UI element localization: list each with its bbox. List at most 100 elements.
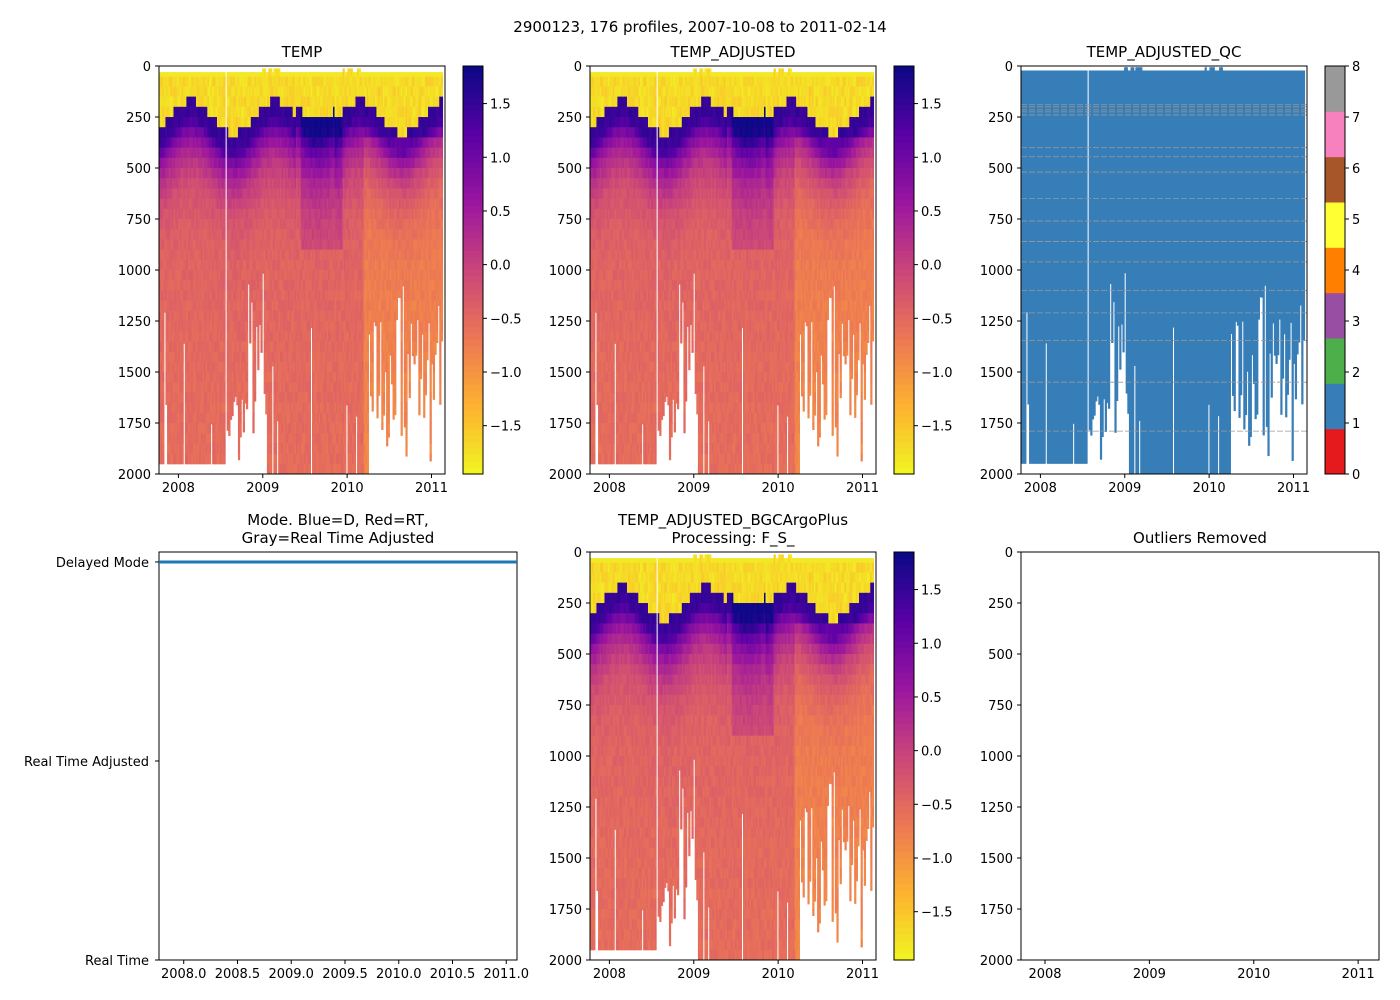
- heatmap-cell: [182, 454, 184, 465]
- heatmap-cell: [257, 331, 259, 342]
- heatmap-cell: [223, 127, 225, 138]
- heatmap-cell: [249, 331, 251, 342]
- heatmap-cell: [223, 72, 225, 77]
- heatmap-cell: [223, 290, 225, 301]
- heatmap-cell: [344, 454, 346, 465]
- heatmap-cell: [223, 423, 225, 434]
- heatmap-cell: [162, 413, 164, 424]
- heatmap-cell: [223, 219, 225, 230]
- heatmap-cell: [209, 454, 211, 465]
- heatmap-cell: [182, 382, 184, 393]
- x-tick-label: 2009: [246, 481, 279, 496]
- heatmap-cell: [182, 443, 184, 454]
- heatmap-cell: [231, 413, 233, 416]
- heatmap-cell: [228, 423, 230, 434]
- heatmap-cell: [223, 199, 225, 210]
- heatmap-cell: [243, 403, 245, 414]
- heatmap-cell: [240, 423, 242, 434]
- heatmap-cell: [246, 331, 248, 342]
- heatmap-cell: [223, 148, 225, 159]
- heatmap-cell: [209, 433, 211, 444]
- x-tick-label: 2010: [331, 481, 364, 496]
- y-tick-label: 250: [126, 111, 151, 126]
- heatmap-cell: [246, 403, 248, 410]
- heatmap-cell: [240, 433, 242, 437]
- heatmap-cell: [223, 331, 225, 342]
- heatmap-cell: [249, 321, 251, 332]
- heatmap-cell: [254, 382, 256, 393]
- heatmap-cell: [223, 433, 225, 444]
- heatmap-cell: [260, 280, 262, 291]
- heatmap-cell: [254, 352, 256, 363]
- heatmap-cell: [344, 423, 346, 434]
- heatmap-cell: [270, 382, 272, 393]
- heatmap-cell: [162, 331, 164, 342]
- heatmap-cell: [270, 413, 272, 424]
- heatmap-cell: [246, 290, 248, 301]
- heatmap-cell: [270, 403, 272, 414]
- heatmap-cell: [223, 352, 225, 363]
- heatmap-cell: [270, 464, 272, 475]
- heatmap-cell: [243, 413, 245, 424]
- heatmap-cell: [223, 239, 225, 250]
- heatmap-cell: [246, 362, 248, 373]
- heatmap-cell: [162, 454, 164, 465]
- heatmap-cell: [223, 392, 225, 403]
- heatmap-cell: [260, 311, 262, 322]
- heatmap-cell: [270, 423, 272, 434]
- heatmap-cell: [238, 443, 240, 454]
- heatmap-cell: [246, 341, 248, 352]
- heatmap-cells: [159, 68, 443, 474]
- heatmap-cell: [182, 433, 184, 444]
- heatmap-cell: [209, 443, 211, 454]
- heatmap-cell: [162, 321, 164, 332]
- heatmap-cell: [223, 117, 225, 128]
- heatmap-cell: [252, 403, 254, 414]
- heatmap-cell: [223, 311, 225, 322]
- y-tick-label: 750: [126, 213, 151, 228]
- heatmap-cell: [223, 413, 225, 424]
- heatmap-cell: [257, 352, 259, 363]
- heatmap-cell: [252, 423, 254, 433]
- heatmap-cell: [309, 392, 311, 403]
- heatmap-cell: [275, 423, 277, 434]
- heatmap-cell: [309, 433, 311, 444]
- heatmap-cell: [223, 209, 225, 220]
- heatmap-cell: [309, 372, 311, 383]
- heatmap-cell: [182, 403, 184, 414]
- heatmap-cell: [254, 331, 256, 342]
- heatmap-cell: [162, 423, 164, 434]
- heatmap-cell: [254, 341, 256, 352]
- y-tick-label: 1250: [118, 315, 151, 330]
- heatmap-cell: [182, 372, 184, 383]
- heatmap-cell: [344, 433, 346, 444]
- heatmap-cell: [260, 321, 262, 332]
- heatmap-cell: [238, 454, 240, 461]
- figure: 2900123, 176 profiles, 2007-10-08 to 201…: [0, 0, 1400, 1000]
- heatmap-cell: [270, 454, 272, 465]
- heatmap-cell: [223, 137, 225, 148]
- heatmap-cell: [223, 86, 225, 97]
- heatmap-cell: [260, 352, 262, 353]
- heatmap-cell: [275, 433, 277, 444]
- heatmap-cell: [344, 464, 346, 475]
- heatmap-cell: [246, 372, 248, 383]
- heatmap-cell: [309, 341, 311, 352]
- heatmap-cell: [223, 403, 225, 414]
- axes-title: TEMP: [281, 43, 323, 61]
- heatmap-cell: [270, 433, 272, 444]
- heatmap-cell: [223, 260, 225, 271]
- heatmap-cell: [223, 107, 225, 118]
- heatmap-cell: [182, 423, 184, 434]
- heatmap-cell: [254, 392, 256, 401]
- heatmap-cell: [223, 270, 225, 281]
- heatmap-cell: [270, 372, 272, 383]
- y-tick-label: 1500: [118, 366, 151, 381]
- heatmap-cell: [162, 341, 164, 352]
- heatmap-cell: [182, 352, 184, 363]
- heatmap-cell: [240, 403, 242, 414]
- y-tick-label: 500: [126, 162, 151, 177]
- heatmap-cell: [309, 403, 311, 414]
- heatmap-cell: [243, 423, 245, 432]
